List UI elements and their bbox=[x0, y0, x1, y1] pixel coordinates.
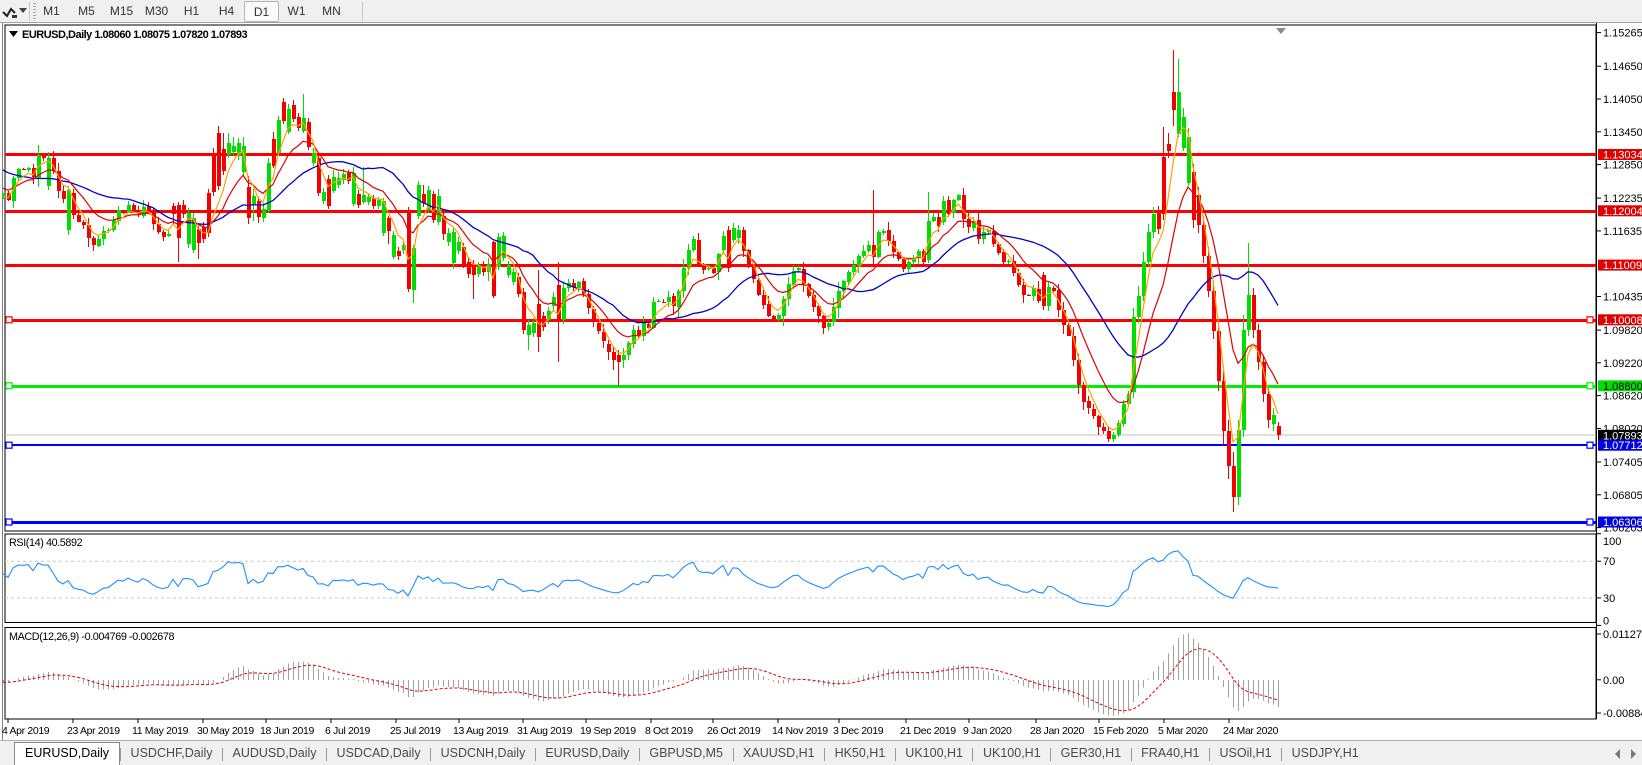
svg-text:1.06306: 1.06306 bbox=[1603, 517, 1642, 529]
svg-text:13 Aug 2019: 13 Aug 2019 bbox=[453, 725, 509, 737]
svg-text:1.07405: 1.07405 bbox=[1603, 457, 1642, 469]
svg-text:1.06805: 1.06805 bbox=[1603, 490, 1642, 502]
svg-text:24 Mar 2020: 24 Mar 2020 bbox=[1223, 725, 1279, 737]
svg-text:0: 0 bbox=[1603, 616, 1609, 628]
svg-text:MACD(12,26,9) -0.004769 -0.002: MACD(12,26,9) -0.004769 -0.002678 bbox=[9, 631, 174, 643]
svg-text:8 Oct 2019: 8 Oct 2019 bbox=[645, 725, 693, 737]
svg-text:1.09220: 1.09220 bbox=[1603, 358, 1642, 370]
svg-text:1.12004: 1.12004 bbox=[1603, 206, 1642, 218]
svg-text:1.13034: 1.13034 bbox=[1603, 150, 1642, 162]
svg-text:1.08800: 1.08800 bbox=[1603, 381, 1642, 393]
svg-text:18 Jun 2019: 18 Jun 2019 bbox=[260, 725, 314, 737]
svg-text:1.15265: 1.15265 bbox=[1603, 28, 1642, 40]
svg-text:30 May 2019: 30 May 2019 bbox=[197, 725, 254, 737]
svg-text:1.07712: 1.07712 bbox=[1603, 440, 1642, 452]
svg-text:21 Dec 2019: 21 Dec 2019 bbox=[900, 725, 956, 737]
svg-text:1.10435: 1.10435 bbox=[1603, 292, 1642, 304]
svg-text:6 Jul 2019: 6 Jul 2019 bbox=[325, 725, 370, 737]
svg-text:23 Apr 2019: 23 Apr 2019 bbox=[67, 725, 120, 737]
svg-text:14 Nov 2019: 14 Nov 2019 bbox=[772, 725, 828, 737]
svg-text:70: 70 bbox=[1603, 556, 1615, 568]
svg-text:0.011277: 0.011277 bbox=[1603, 629, 1642, 641]
svg-text:11 May 2019: 11 May 2019 bbox=[132, 725, 189, 737]
svg-text:4 Apr 2019: 4 Apr 2019 bbox=[2, 725, 50, 737]
svg-text:0.00: 0.00 bbox=[1603, 675, 1624, 687]
svg-text:1.12235: 1.12235 bbox=[1603, 193, 1642, 205]
svg-text:28 Jan 2020: 28 Jan 2020 bbox=[1030, 725, 1084, 737]
svg-text:19 Sep 2019: 19 Sep 2019 bbox=[580, 725, 636, 737]
svg-text:1.07893: 1.07893 bbox=[1603, 430, 1642, 442]
svg-text:1.13450: 1.13450 bbox=[1603, 127, 1642, 139]
svg-text:1.10008: 1.10008 bbox=[1603, 315, 1642, 327]
svg-text:1.09820: 1.09820 bbox=[1603, 325, 1642, 337]
svg-text:1.11009: 1.11009 bbox=[1603, 260, 1642, 272]
svg-text:100: 100 bbox=[1603, 536, 1621, 548]
svg-text:25 Jul 2019: 25 Jul 2019 bbox=[390, 725, 441, 737]
svg-text:1.14650: 1.14650 bbox=[1603, 61, 1642, 73]
svg-text:31 Aug 2019: 31 Aug 2019 bbox=[517, 725, 573, 737]
svg-text:5 Mar 2020: 5 Mar 2020 bbox=[1158, 725, 1208, 737]
svg-text:EURUSD,Daily 1.08060 1.08075: EURUSD,Daily 1.08060 1.08075 1.07820 1.0… bbox=[22, 29, 247, 41]
svg-text:26 Oct 2019: 26 Oct 2019 bbox=[707, 725, 761, 737]
svg-text:9 Jan 2020: 9 Jan 2020 bbox=[963, 725, 1012, 737]
svg-text:1.11635: 1.11635 bbox=[1603, 226, 1642, 238]
svg-text:RSI(14) 40.5892: RSI(14) 40.5892 bbox=[9, 537, 83, 549]
svg-text:1.12850: 1.12850 bbox=[1603, 160, 1642, 172]
svg-text:30: 30 bbox=[1603, 593, 1615, 605]
svg-text:3 Dec 2019: 3 Dec 2019 bbox=[833, 725, 884, 737]
svg-text:-0.008845: -0.008845 bbox=[1603, 708, 1642, 720]
svg-text:1.14050: 1.14050 bbox=[1603, 94, 1642, 106]
svg-text:15 Feb 2020: 15 Feb 2020 bbox=[1093, 725, 1149, 737]
svg-text:1.08620: 1.08620 bbox=[1603, 391, 1642, 403]
